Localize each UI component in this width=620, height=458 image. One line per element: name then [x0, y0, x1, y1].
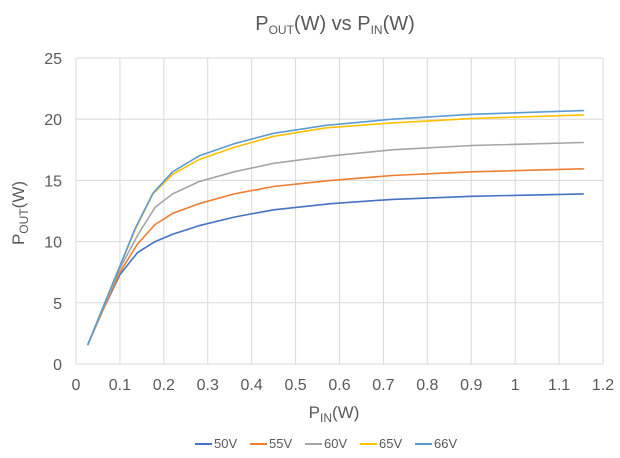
y-tick-label: 10: [44, 235, 62, 252]
x-label-subscript: IN: [320, 411, 332, 425]
x-tick-label: 0.2: [153, 377, 175, 394]
chart-title: POUT(W) vs PIN(W): [255, 13, 415, 37]
x-tick-label: 1.1: [548, 377, 570, 394]
x-tick-label: 0.9: [460, 377, 482, 394]
title-part: P: [255, 13, 268, 35]
title-part: (W) vs P: [294, 13, 371, 35]
legend-item-60v: 60V: [305, 436, 347, 451]
series-line-55v: [87, 168, 585, 346]
x-tick-label: 0.1: [109, 377, 131, 394]
title-subscript-in: IN: [371, 23, 383, 37]
y-axis-label: POUT(W): [9, 181, 31, 245]
x-axis-label: PIN(W): [309, 403, 360, 425]
legend-item-50v: 50V: [195, 436, 237, 451]
x-tick-label: 0: [72, 377, 81, 394]
legend: 50V 55V 60V 65V 66V: [195, 436, 457, 451]
y-label-part: P: [9, 234, 28, 245]
x-tick-label: 0.5: [284, 377, 306, 394]
x-tick-label: 1: [511, 377, 520, 394]
title-subscript-out: OUT: [269, 23, 295, 37]
legend-label: 66V: [434, 436, 457, 451]
series-line-60v: [87, 141, 585, 346]
y-tick-label: 0: [53, 357, 62, 374]
x-tick-label: 0.6: [328, 377, 350, 394]
x-tick-label: 0.7: [372, 377, 394, 394]
legend-item-65v: 65V: [360, 436, 402, 451]
series-layer: [87, 109, 585, 346]
legend-item-66v: 66V: [415, 436, 457, 451]
y-tick-label: 25: [44, 51, 62, 68]
y-tick-label: 5: [53, 296, 62, 313]
legend-label: 55V: [269, 436, 292, 451]
series-line-66v: [87, 109, 585, 346]
legend-item-55v: 55V: [250, 436, 292, 451]
x-tick-label: 0.4: [241, 377, 263, 394]
tick-labels: 0 0.1 0.2 0.3 0.4 0.5 0.6 0.7 0.8 0.9 1 1.1 1.2 0 5 10 1…: [44, 51, 614, 394]
x-tick-label: 1.2: [592, 377, 614, 394]
x-label-part: P: [309, 403, 320, 422]
y-tick-label: 20: [44, 112, 62, 129]
legend-label: 60V: [324, 436, 347, 451]
y-tick-label: 15: [44, 173, 62, 190]
x-label-part: (W): [332, 403, 359, 422]
legend-label: 65V: [379, 436, 402, 451]
title-part: (W): [383, 13, 415, 35]
y-label-part: (W): [9, 181, 28, 208]
y-label-subscript: OUT: [17, 208, 31, 234]
series-line-50v: [87, 193, 585, 346]
x-tick-label: 0.3: [197, 377, 219, 394]
x-tick-label: 0.8: [416, 377, 438, 394]
legend-label: 50V: [214, 436, 237, 451]
